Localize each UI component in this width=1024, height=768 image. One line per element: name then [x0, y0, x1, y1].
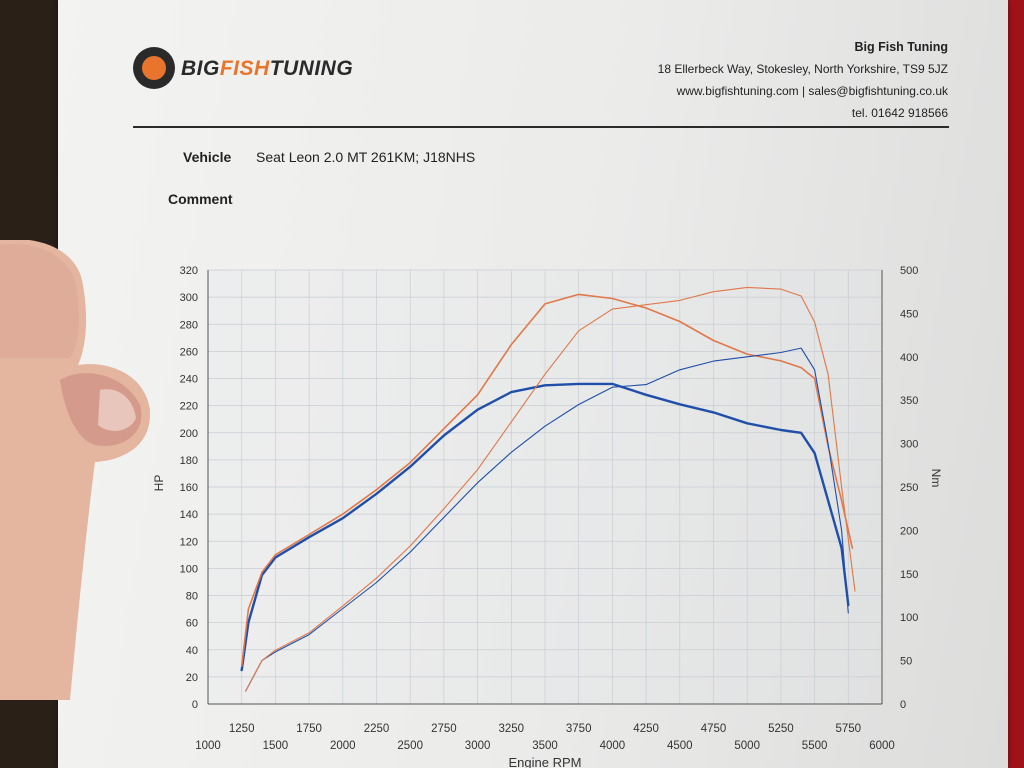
x-tick-label: 4750 — [701, 723, 727, 735]
y-tick-label: 200 — [180, 428, 198, 440]
fish-logo-icon — [133, 47, 175, 89]
x-tick-label: 4500 — [667, 740, 693, 752]
y2-tick-label: 0 — [900, 699, 906, 711]
x-tick-label: 6000 — [869, 740, 895, 752]
logo-word-fish: FISH — [219, 57, 270, 80]
y-tick-label: 220 — [180, 401, 198, 413]
y2-tick-label: 200 — [900, 525, 918, 537]
y-tick-label: 140 — [180, 509, 198, 521]
y-tick-label: 260 — [180, 346, 198, 358]
series-line-2 — [240, 293, 854, 667]
y-tick-label: 320 — [180, 265, 198, 277]
x-tick-label: 5250 — [768, 723, 794, 735]
x-tick-label: 3500 — [532, 740, 558, 752]
y2-tick-label: 100 — [900, 612, 918, 624]
vehicle-label: Vehicle — [183, 149, 232, 165]
logo-word-tuning: TUNING — [269, 57, 354, 80]
y2-tick-label: 150 — [900, 569, 918, 581]
x-tick-label: 5500 — [802, 740, 828, 752]
x-tick-label: 3000 — [465, 740, 491, 752]
company-phone: tel. 01642 918566 — [851, 106, 948, 120]
series-line-4 — [245, 286, 856, 692]
x-tick-label: 3250 — [499, 723, 525, 735]
y-tick-label: 20 — [186, 672, 198, 684]
y-axis-title: HP — [152, 475, 166, 492]
logo-word-big: BIG — [181, 57, 220, 80]
series-line-1 — [240, 382, 850, 672]
x-tick-label: 1250 — [229, 723, 255, 735]
vehicle-value: Seat Leon 2.0 MT 261KM; J18NHS — [256, 149, 476, 165]
y-tick-label: 0 — [192, 699, 198, 711]
series-line-3 — [245, 347, 849, 692]
dyno-sheet — [58, 0, 1008, 768]
y-tick-label: 160 — [180, 482, 198, 494]
comment-label: Comment — [168, 191, 233, 207]
x-tick-label: 1500 — [263, 740, 289, 752]
x-axis-title: Engine RPM — [509, 755, 582, 768]
x-tick-label: 2750 — [431, 723, 457, 735]
y2-tick-label: 350 — [900, 395, 918, 407]
x-tick-label: 3750 — [566, 723, 592, 735]
company-name: Big Fish Tuning — [854, 40, 949, 54]
x-tick-label: 5750 — [836, 723, 862, 735]
thumb-photo — [0, 240, 150, 700]
logo-wordmark: BIGFISHTUNING — [181, 57, 353, 81]
y-tick-label: 300 — [180, 292, 198, 304]
y2-tick-label: 50 — [900, 656, 912, 668]
company-web-email: www.bigfishtuning.com | sales@bigfishtun… — [676, 84, 948, 98]
x-tick-label: 4250 — [633, 723, 659, 735]
header-divider — [133, 126, 949, 128]
x-tick-label: 1000 — [195, 740, 221, 752]
y-tick-label: 280 — [180, 319, 198, 331]
company-address: 18 Ellerbeck Way, Stokesley, North Yorks… — [657, 62, 948, 76]
x-tick-label: 2250 — [364, 723, 390, 735]
y-tick-label: 120 — [180, 536, 198, 548]
y-tick-label: 40 — [186, 645, 198, 657]
y-tick-label: 100 — [180, 563, 198, 575]
y-tick-label: 180 — [180, 455, 198, 467]
y2-tick-label: 500 — [900, 265, 918, 277]
y-tick-label: 80 — [186, 591, 198, 603]
x-tick-label: 2000 — [330, 740, 356, 752]
y2-tick-label: 300 — [900, 439, 918, 451]
y2-axis-title: Nm — [929, 469, 943, 488]
y-tick-label: 60 — [186, 618, 198, 630]
y2-tick-label: 450 — [900, 308, 918, 320]
x-tick-label: 5000 — [734, 740, 760, 752]
x-tick-label: 4000 — [600, 740, 626, 752]
y-tick-label: 240 — [180, 374, 198, 386]
y2-tick-label: 400 — [900, 352, 918, 364]
company-details: Big Fish Tuning 18 Ellerbeck Way, Stokes… — [658, 36, 948, 124]
y2-tick-label: 250 — [900, 482, 918, 494]
x-tick-label: 2500 — [397, 740, 423, 752]
x-tick-label: 1750 — [296, 723, 322, 735]
